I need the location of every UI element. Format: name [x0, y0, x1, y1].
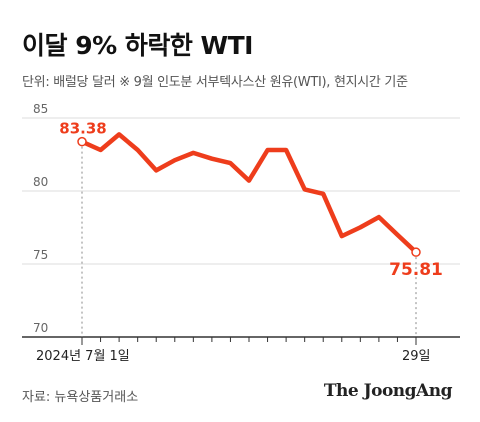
y-tick-label: 70 — [33, 321, 48, 335]
start-point-marker — [77, 136, 87, 147]
endpoint-markers — [77, 136, 421, 257]
grid-lines — [22, 117, 460, 265]
unit-note: 단위: 배럴당 달러 ※ 9월 인도분 서부텍사스산 원유(WTI), 현지시간… — [22, 75, 408, 90]
y-tick-label: 75 — [33, 248, 48, 262]
y-tick-labels: 70 75 80 85 — [33, 102, 48, 335]
guide-lines — [81, 141, 417, 337]
x-label-end: 29일 — [402, 349, 431, 364]
wti-price-line — [79, 132, 419, 255]
end-point-marker — [411, 247, 421, 257]
x-axis: 2024년 7월 1일 29일 — [22, 336, 460, 364]
brand-logo: The JoongAng — [323, 381, 453, 401]
start-value-label: 83.38 — [59, 120, 106, 138]
chart-title: 이달 9% 하락한 WTI — [22, 31, 254, 60]
y-tick-label: 85 — [33, 102, 48, 116]
end-value-label: 75.81 — [389, 260, 443, 280]
x-label-start: 2024년 7월 1일 — [36, 349, 130, 364]
data-labels: 83.38 75.81 — [59, 120, 443, 281]
source-note: 자료: 뉴욕상품거래소 — [22, 390, 139, 405]
y-tick-label: 80 — [33, 175, 48, 189]
